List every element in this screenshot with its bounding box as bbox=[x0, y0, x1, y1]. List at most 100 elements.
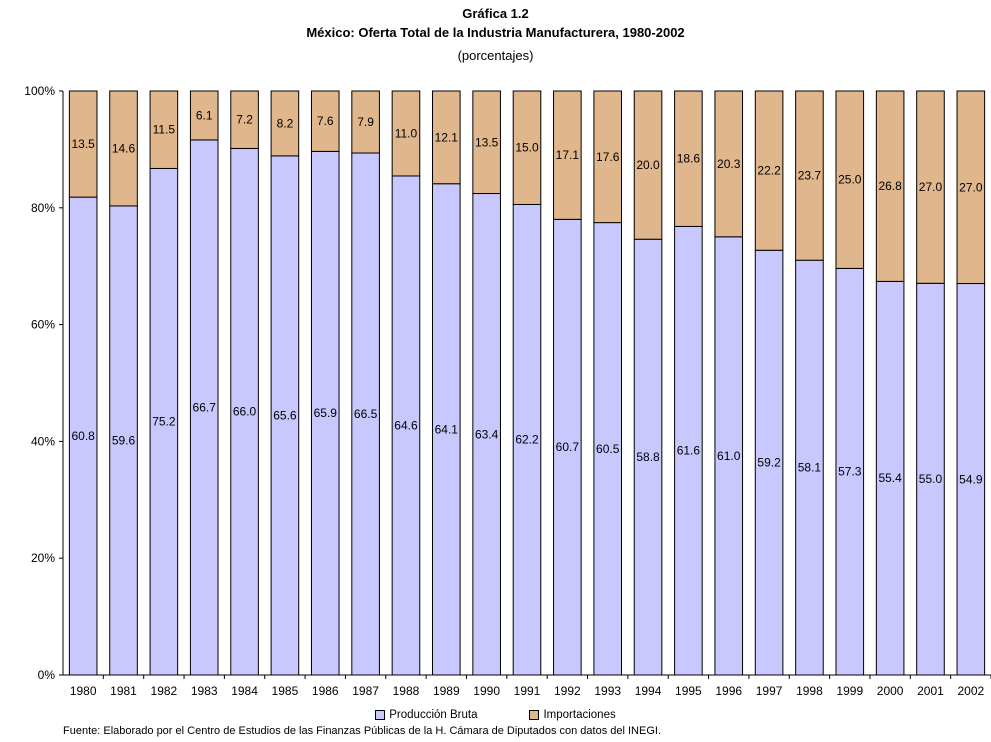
data-label-importaciones: 8.2 bbox=[277, 116, 294, 130]
bar-segment-produccion bbox=[835, 267, 865, 676]
data-label-produccion: 55.4 bbox=[878, 471, 902, 485]
stacked-bar-chart: 0% 20% 40% 60% 80% 100% 60.8 13.5 1980 59.6 14.6 19… bbox=[24, 84, 991, 698]
y-tick-label: 0% bbox=[38, 668, 56, 682]
bar-segment-produccion bbox=[633, 238, 663, 676]
data-label-produccion: 61.6 bbox=[677, 444, 701, 458]
x-tick-label: 1999 bbox=[836, 684, 863, 698]
data-label-produccion: 59.6 bbox=[112, 433, 136, 447]
data-label-produccion: 75.2 bbox=[152, 415, 176, 429]
data-label-importaciones: 26.8 bbox=[878, 179, 902, 193]
bar-segment-importaciones bbox=[553, 90, 582, 220]
x-tick-label: 1995 bbox=[675, 684, 702, 698]
data-label-importaciones: 23.7 bbox=[798, 169, 822, 183]
data-label-produccion: 60.5 bbox=[596, 442, 620, 456]
data-label-importaciones: 11.0 bbox=[395, 126, 418, 140]
data-label-produccion: 55.0 bbox=[919, 472, 943, 486]
chart-title: Gráfica 1.2 bbox=[462, 6, 529, 21]
data-label-importaciones: 17.1 bbox=[556, 148, 580, 162]
x-tick-label: 1988 bbox=[393, 684, 420, 698]
bar-segment-produccion bbox=[109, 205, 138, 676]
data-label-produccion: 66.0 bbox=[233, 405, 257, 419]
source-note: Fuente: Elaborado por el Centro de Estud… bbox=[63, 725, 662, 737]
data-label-importaciones: 17.6 bbox=[596, 150, 620, 164]
data-label-importaciones: 27.0 bbox=[919, 180, 943, 194]
x-tick-label: 1980 bbox=[70, 684, 97, 698]
bar-segment-produccion bbox=[553, 218, 582, 676]
x-tick-label: 1992 bbox=[554, 684, 581, 698]
y-tick-label: 20% bbox=[31, 551, 55, 565]
data-label-produccion: 62.2 bbox=[515, 433, 539, 447]
data-label-produccion: 61.0 bbox=[717, 449, 741, 463]
bar-segment-produccion bbox=[68, 196, 98, 676]
x-tick-label: 1983 bbox=[191, 684, 218, 698]
data-label-importaciones: 18.6 bbox=[677, 152, 701, 166]
bar-segment-importaciones bbox=[754, 90, 784, 251]
bar-segment-produccion bbox=[351, 152, 380, 676]
x-tick-label: 1989 bbox=[433, 684, 460, 698]
data-label-importaciones: 11.5 bbox=[153, 123, 176, 137]
legend: Producción Bruta Importaciones bbox=[0, 709, 991, 721]
data-label-importaciones: 7.2 bbox=[236, 113, 253, 127]
x-tick-label: 1982 bbox=[151, 684, 178, 698]
x-tick-label: 1990 bbox=[473, 684, 500, 698]
x-tick-label: 1986 bbox=[312, 684, 339, 698]
x-tick-label: 2000 bbox=[877, 684, 904, 698]
data-label-importaciones: 22.2 bbox=[757, 164, 781, 178]
bar-segment-importaciones bbox=[432, 90, 461, 185]
x-tick-label: 1991 bbox=[514, 684, 541, 698]
bar-segment-importaciones bbox=[593, 90, 622, 224]
bar-segment-produccion bbox=[270, 155, 300, 676]
data-label-produccion: 65.9 bbox=[314, 406, 338, 420]
bar-segment-produccion bbox=[916, 282, 945, 676]
y-tick-label: 60% bbox=[31, 318, 55, 332]
bar-segment-importaciones bbox=[391, 90, 421, 177]
bar-segment-importaciones bbox=[149, 90, 179, 169]
bar-segment-importaciones bbox=[270, 90, 300, 157]
chart-units: (porcentajes) bbox=[457, 48, 534, 63]
data-label-produccion: 58.8 bbox=[636, 450, 660, 464]
data-label-produccion: 57.3 bbox=[838, 465, 862, 479]
bar-segment-importaciones bbox=[633, 90, 663, 240]
data-label-importaciones: 25.0 bbox=[838, 173, 862, 187]
data-label-importaciones: 7.9 bbox=[357, 115, 374, 129]
x-tick-label: 1987 bbox=[352, 684, 379, 698]
bar-segment-produccion bbox=[674, 225, 703, 676]
data-label-importaciones: 12.1 bbox=[435, 130, 459, 144]
data-label-produccion: 60.8 bbox=[71, 429, 95, 443]
x-tick-label: 1984 bbox=[231, 684, 258, 698]
data-label-importaciones: 7.6 bbox=[317, 114, 334, 128]
data-label-importaciones: 14.6 bbox=[112, 141, 136, 155]
bar-segment-importaciones bbox=[472, 90, 501, 195]
bar-segment-importaciones bbox=[674, 90, 703, 227]
data-label-produccion: 64.1 bbox=[435, 422, 459, 436]
data-label-importaciones: 6.1 bbox=[196, 108, 213, 122]
bar-segment-produccion bbox=[391, 175, 421, 676]
chart-subtitle: México: Oferta Total de la Industria Man… bbox=[306, 25, 685, 40]
legend-item-produccion: Producción Bruta bbox=[375, 709, 477, 721]
y-tick-label: 40% bbox=[31, 434, 55, 448]
data-label-produccion: 58.1 bbox=[798, 461, 822, 475]
bar-segment-importaciones bbox=[68, 90, 98, 198]
x-tick-label: 1996 bbox=[715, 684, 742, 698]
data-label-importaciones: 27.0 bbox=[959, 180, 983, 194]
data-label-produccion: 63.4 bbox=[475, 427, 499, 441]
x-tick-label: 1981 bbox=[110, 684, 137, 698]
x-tick-label: 2002 bbox=[957, 684, 984, 698]
data-label-produccion: 66.7 bbox=[193, 400, 217, 414]
legend-label-produccion: Producción Bruta bbox=[389, 709, 478, 721]
x-tick-label: 1985 bbox=[272, 684, 299, 698]
bar-segment-produccion bbox=[875, 280, 905, 676]
y-tick-label: 100% bbox=[24, 84, 55, 98]
x-tick-label: 1993 bbox=[594, 684, 621, 698]
bar-segment-importaciones bbox=[351, 90, 380, 154]
data-label-produccion: 59.2 bbox=[757, 456, 781, 470]
data-label-produccion: 66.5 bbox=[354, 407, 378, 421]
data-label-produccion: 64.6 bbox=[394, 418, 418, 432]
x-tick-label: 1997 bbox=[756, 684, 783, 698]
bar-segment-produccion bbox=[310, 150, 340, 676]
bar-segment-importaciones bbox=[189, 90, 219, 141]
bar-segment-importaciones bbox=[714, 90, 744, 238]
x-tick-label: 2001 bbox=[917, 684, 944, 698]
data-label-importaciones: 13.5 bbox=[71, 137, 95, 151]
bar-segment-importaciones bbox=[230, 90, 259, 149]
